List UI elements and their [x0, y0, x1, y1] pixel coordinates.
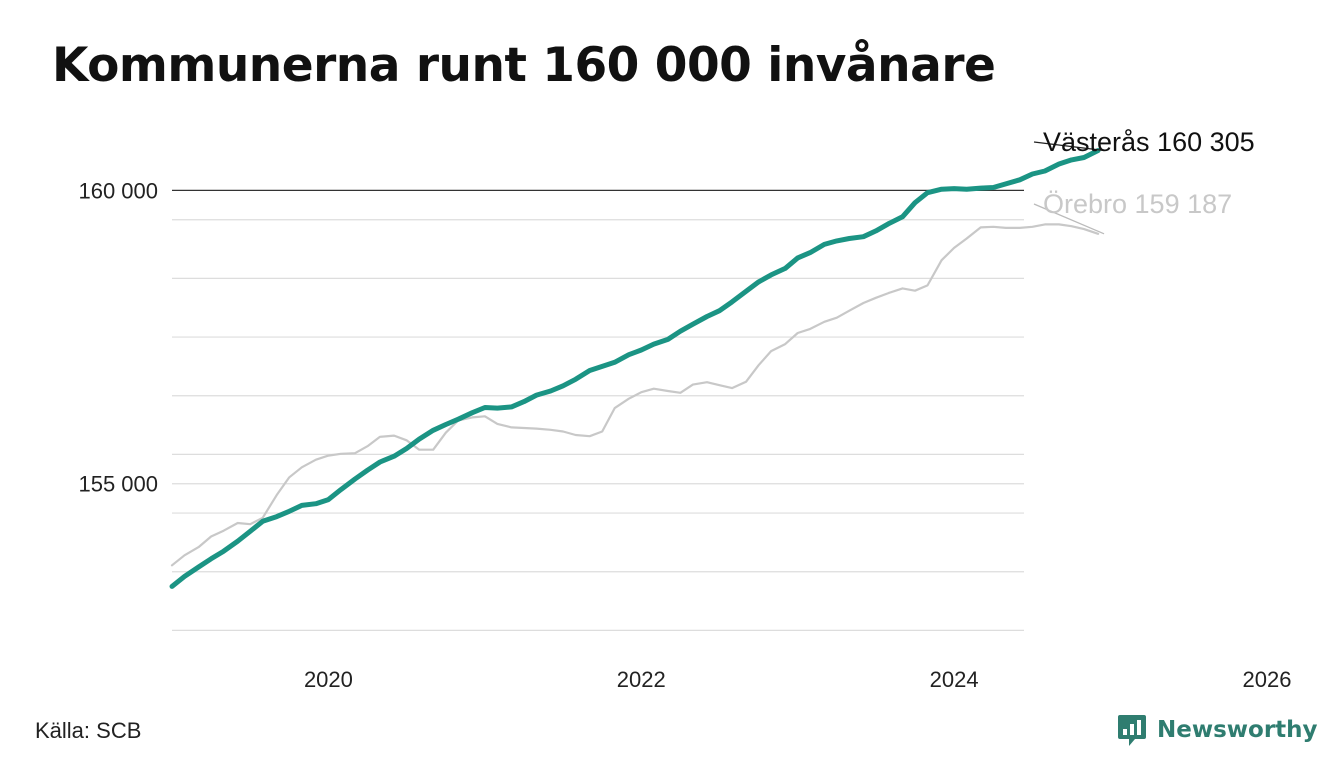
gridlines	[172, 219, 1024, 632]
x-tick-label: 2022	[617, 667, 666, 692]
series-line-orebro	[170, 223, 1100, 567]
series-end-label: Västerås 160 305	[1043, 127, 1255, 157]
series-end-label: Örebro 159 187	[1043, 189, 1232, 219]
series-line-vasteras	[169, 148, 1101, 589]
chart-title: Kommunerna runt 160 000 invånare	[52, 38, 996, 93]
y-axis-ticks: 155 000 160 000	[78, 178, 158, 496]
x-axis-ticks: 2020 2022 2024 2026	[304, 667, 1292, 692]
series-connector	[1033, 203, 1105, 235]
brand-logo[interactable]: Newsworthy	[1117, 713, 1318, 747]
y-tick-label: 155 000	[78, 472, 158, 497]
series-end-labels: Västerås 160 305 Örebro 159 187	[1033, 127, 1255, 235]
source-note: Källa: SCB	[35, 718, 142, 743]
brand-name: Newsworthy	[1157, 717, 1318, 743]
series-lines	[169, 148, 1101, 589]
y-tick-label: 160 000	[78, 178, 158, 203]
x-tick-label: 2026	[1243, 667, 1292, 692]
bar-chart-bubble-icon	[1118, 715, 1146, 746]
x-tick-label: 2020	[304, 667, 353, 692]
x-tick-label: 2024	[930, 667, 979, 692]
series-connector	[1033, 141, 1105, 152]
